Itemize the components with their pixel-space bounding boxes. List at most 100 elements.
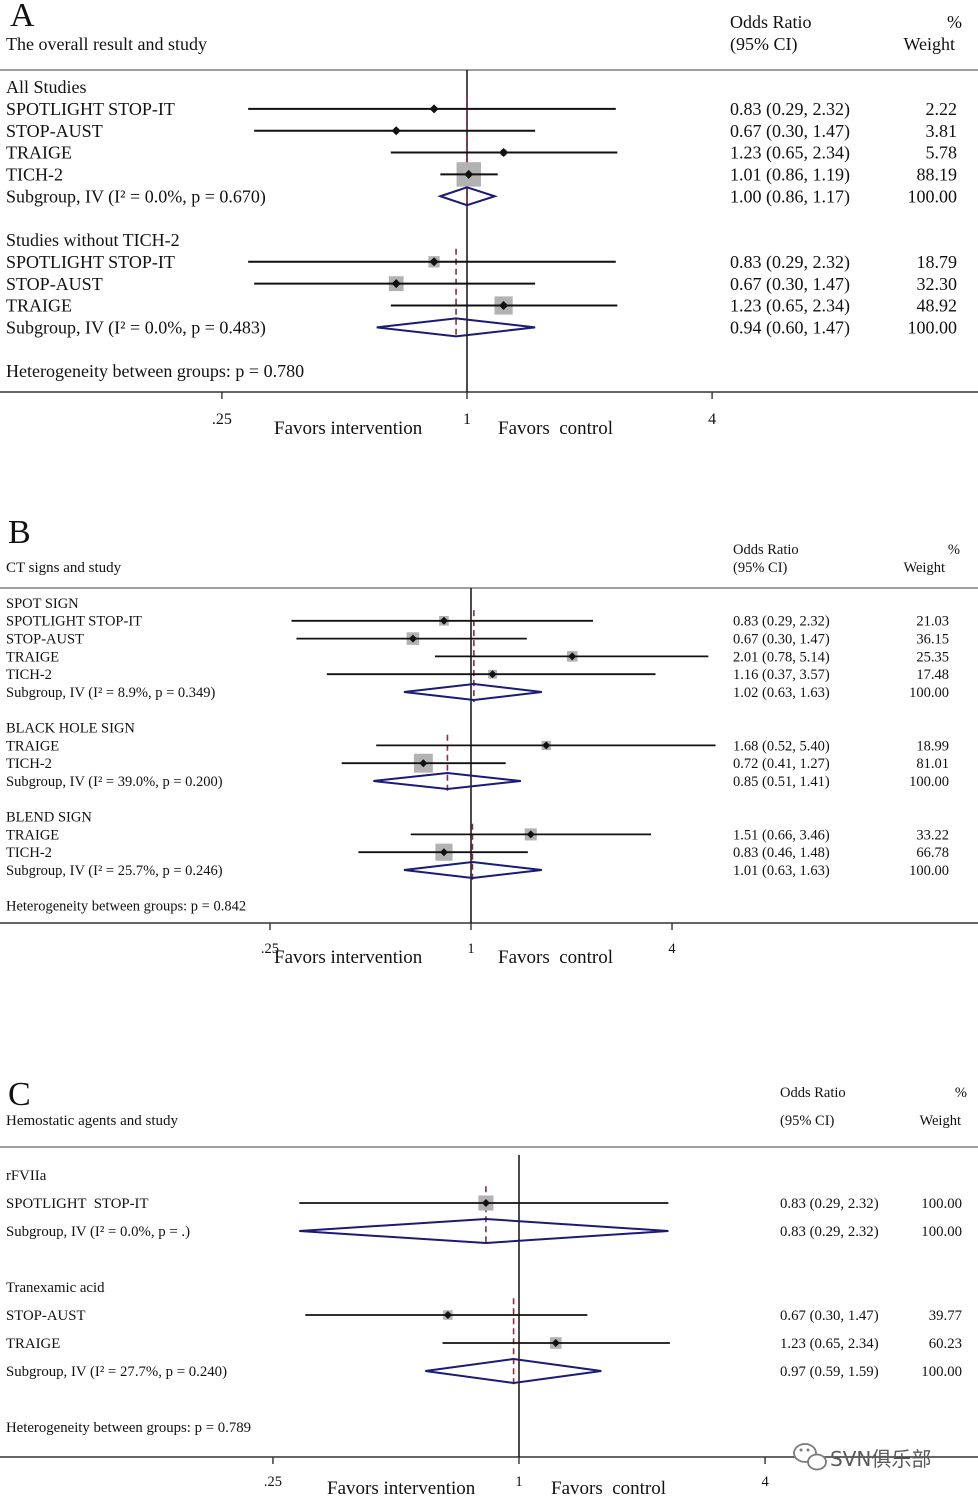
subgroup-label: Subgroup, IV (I² = 0.0%, p = 0.670)	[6, 186, 266, 207]
study-weight-text: 32.30	[917, 274, 958, 294]
wechat-icon-eye	[806, 1448, 810, 1452]
panel-label: B	[8, 514, 31, 551]
study-weight-text: 18.99	[916, 738, 949, 754]
subgroup-weight-text: 100.00	[921, 1224, 962, 1240]
panel-label: A	[10, 0, 35, 34]
subgroup-diamond	[437, 186, 499, 207]
study-point-estimate	[443, 1311, 452, 1319]
subgroup-label: Subgroup, IV (I² = 0.0%, p = 0.483)	[6, 317, 266, 338]
study-label: TRAIGE	[6, 738, 59, 754]
panel-title: CT signs and study	[6, 560, 122, 576]
x-tick-label: 1	[515, 1474, 522, 1490]
study-point-estimate	[429, 104, 439, 114]
weight-column-header: %	[948, 542, 960, 558]
heterogeneity-text: Heterogeneity between groups: p = 0.789	[6, 1420, 251, 1436]
study-weight-text: 88.19	[917, 165, 958, 185]
study-point-estimate	[419, 759, 428, 768]
x-tick-label: .25	[212, 411, 232, 428]
study-estimate-text: 1.23 (0.65, 2.34)	[730, 296, 850, 317]
subgroup-label: Subgroup, IV (I² = 27.7%, p = 0.240)	[6, 1364, 227, 1380]
study-label: STOP-AUST	[6, 274, 103, 294]
group-label: All Studies	[6, 77, 87, 97]
wechat-icon-small-bubble	[807, 1453, 827, 1471]
subgroup-diamond	[403, 860, 542, 880]
study-estimate-text: 0.72 (0.41, 1.27)	[733, 756, 830, 772]
heterogeneity-text: Heterogeneity between groups: p = 0.780	[6, 361, 304, 381]
estimate-column-subheader: (95% CI)	[780, 1113, 835, 1129]
group-label: rFVIIa	[6, 1168, 47, 1184]
subgroup-diamond	[299, 1217, 669, 1245]
x-tick-label: 1	[467, 941, 474, 957]
study-weight-text: 5.78	[926, 143, 958, 163]
x-tick-label: 4	[668, 941, 676, 957]
watermark-text: SVN俱乐部	[830, 1447, 931, 1471]
study-estimate-text: 0.67 (0.30, 1.47)	[730, 274, 850, 295]
study-label: TICH-2	[6, 756, 52, 772]
study-label: TICH-2	[6, 667, 52, 683]
group-label: BLACK HOLE SIGN	[6, 721, 135, 737]
study-estimate-text: 0.83 (0.46, 1.48)	[733, 845, 830, 861]
favors-intervention-label: Favors intervention	[274, 418, 423, 439]
study-weight-text: 17.48	[916, 667, 949, 683]
study-point-estimate	[499, 301, 509, 310]
x-tick-label: 4	[761, 1474, 769, 1490]
subgroup-estimate-text: 1.00 (0.86, 1.17)	[730, 186, 850, 207]
study-label: TRAIGE	[6, 143, 72, 163]
study-point-estimate	[408, 634, 417, 643]
study-estimate-text: 0.67 (0.30, 1.47)	[733, 632, 830, 648]
study-estimate-text: 0.67 (0.30, 1.47)	[780, 1308, 879, 1324]
group-label: Studies without TICH-2	[6, 230, 180, 250]
weight-column-header: %	[955, 1085, 967, 1101]
subgroup-weight-text: 100.00	[908, 317, 958, 337]
study-estimate-text: 0.83 (0.29, 2.32)	[730, 252, 850, 273]
study-label: SPOTLIGHT STOP-IT	[6, 99, 175, 119]
subgroup-estimate-text: 1.02 (0.63, 1.63)	[733, 685, 830, 701]
study-label: TRAIGE	[6, 1336, 60, 1352]
subgroup-label: Subgroup, IV (I² = 25.7%, p = 0.246)	[6, 863, 223, 879]
study-point-estimate	[429, 257, 439, 267]
group-label: Tranexamic acid	[6, 1280, 105, 1296]
subgroup-label: Subgroup, IV (I² = 0.0%, p = .)	[6, 1224, 190, 1240]
study-weight-text: 3.81	[926, 121, 958, 141]
x-tick-label: .25	[261, 941, 279, 957]
study-weight-text: 39.77	[929, 1308, 962, 1324]
study-weight-text: 25.35	[916, 649, 949, 665]
estimate-column-header: Odds Ratio	[730, 12, 812, 32]
estimate-column-header: Odds Ratio	[780, 1085, 846, 1101]
subgroup-weight-text: 100.00	[908, 186, 958, 206]
favors-control-label: Favors control	[498, 947, 613, 968]
study-label: TICH-2	[6, 845, 52, 861]
favors-intervention-label: Favors intervention	[327, 1478, 476, 1499]
study-point-estimate	[439, 848, 448, 857]
estimate-column-subheader: (95% CI)	[733, 560, 788, 576]
subgroup-diamond	[373, 771, 521, 791]
study-weight-text: 33.22	[916, 827, 949, 843]
study-label: SPOTLIGHT STOP-IT	[6, 252, 175, 272]
weight-column-subheader: Weight	[919, 1113, 961, 1129]
subgroup-diamond	[376, 317, 536, 338]
study-estimate-text: 1.01 (0.86, 1.19)	[730, 165, 850, 186]
study-label: TRAIGE	[6, 649, 59, 665]
subgroup-weight-text: 100.00	[909, 685, 949, 701]
study-point-estimate	[526, 830, 535, 839]
x-tick-label: 1	[463, 411, 471, 428]
subgroup-weight-text: 100.00	[921, 1364, 962, 1380]
study-weight-text: 81.01	[916, 756, 949, 772]
study-label: STOP-AUST	[6, 632, 84, 648]
study-weight-text: 18.79	[917, 252, 958, 272]
subgroup-estimate-text: 0.97 (0.59, 1.59)	[780, 1364, 879, 1380]
study-estimate-text: 1.23 (0.65, 2.34)	[780, 1336, 879, 1352]
study-label: TICH-2	[6, 165, 63, 185]
study-point-estimate	[481, 1199, 490, 1207]
study-label: STOP-AUST	[6, 121, 103, 141]
study-estimate-text: 0.83 (0.29, 2.32)	[780, 1196, 879, 1212]
study-estimate-text: 2.01 (0.78, 5.14)	[733, 649, 830, 665]
study-weight-text: 100.00	[921, 1196, 962, 1212]
subgroup-weight-text: 100.00	[909, 774, 949, 790]
study-estimate-text: 1.51 (0.66, 3.46)	[733, 827, 830, 843]
study-point-estimate	[568, 652, 577, 661]
subgroup-estimate-text: 0.85 (0.51, 1.41)	[733, 774, 830, 790]
subgroup-label: Subgroup, IV (I² = 8.9%, p = 0.349)	[6, 685, 215, 701]
